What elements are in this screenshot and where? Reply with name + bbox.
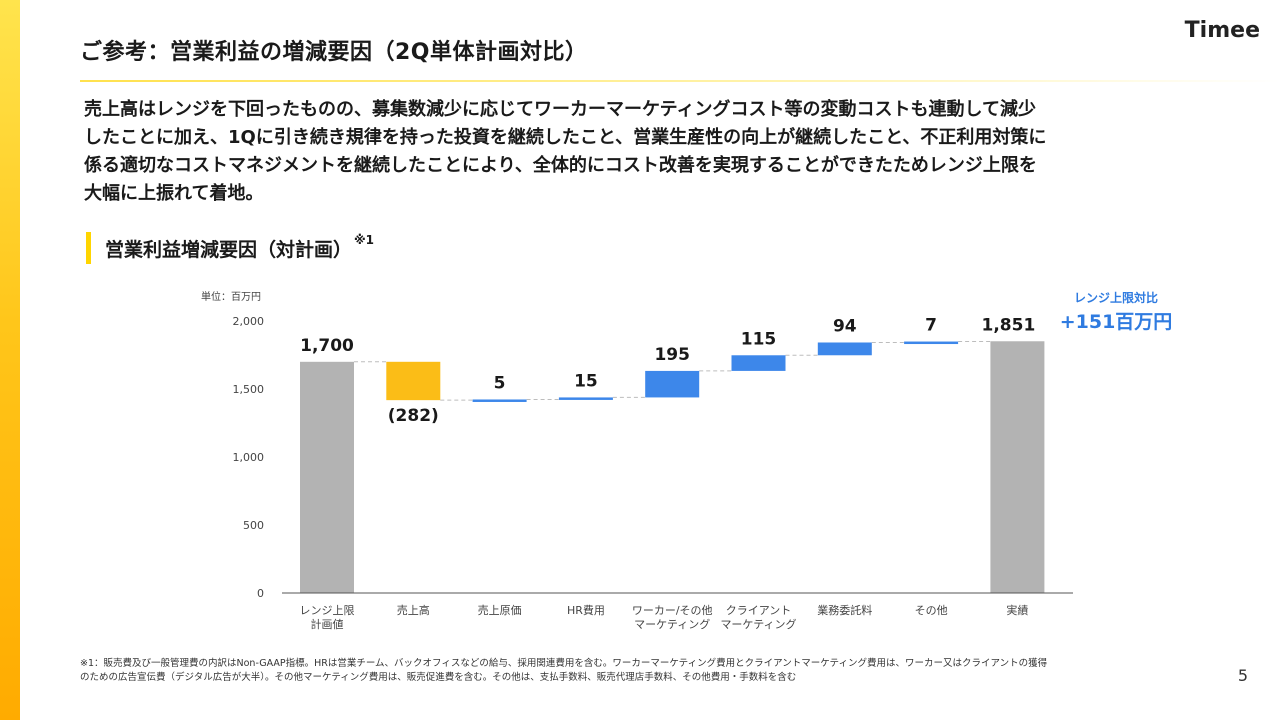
callout-value: +151百万円 — [1060, 311, 1173, 333]
y-tick-label: 500 — [243, 519, 264, 532]
x-category-label: その他 — [915, 604, 948, 617]
waterfall-bar-total — [300, 361, 354, 593]
summary-line-3: 係る適切なコストマネジメントを継続したことにより、全体的にコスト改善を実現するこ… — [84, 155, 1037, 176]
y-tick-label: 2,000 — [233, 315, 265, 328]
footnote-line-2: のための広告宣伝費（デジタル広告が大半）。その他マーケティング費用は、販売促進費… — [80, 672, 797, 683]
footnote: ※1：販売費及び一般管理費の内訳はNon-GAAP指標。HRは営業チーム、バック… — [80, 657, 1190, 685]
data-label: 115 — [741, 329, 777, 349]
waterfall-bar-increase — [645, 370, 700, 398]
x-category-label: ワーカー/その他 — [632, 604, 713, 617]
x-category-label: 実績 — [1006, 603, 1028, 617]
summary-line-4: 大幅に上振れて着地。 — [84, 183, 264, 204]
section-heading-text: 営業利益増減要因（対計画） — [105, 238, 353, 261]
section-heading-note: ※1 — [354, 233, 375, 247]
slide-title: ご参考：営業利益の増減要因（2Q単体計画対比） — [80, 40, 588, 65]
left-accent-bar — [0, 0, 20, 720]
data-label: 1,700 — [300, 336, 354, 356]
waterfall-bar-increase — [731, 355, 786, 371]
x-category-label: クライアント — [726, 604, 792, 617]
data-label: 1,851 — [982, 315, 1036, 335]
unit-label: 単位：百万円 — [201, 290, 261, 303]
y-tick-label: 1,500 — [233, 383, 265, 396]
y-tick-label: 1,000 — [233, 451, 265, 464]
section-accent-bar — [86, 232, 91, 264]
waterfall-bar-decrease — [386, 361, 441, 401]
x-category-label: 計画値 — [311, 617, 344, 631]
summary-text: 売上高はレンジを下回ったものの、募集数減少に応じてワーカーマーケティングコスト等… — [84, 96, 1234, 208]
x-category-label: レンジ上限 — [300, 604, 355, 617]
waterfall-bar-total — [990, 341, 1045, 593]
data-label: 195 — [654, 345, 690, 365]
data-label: (282) — [388, 406, 439, 426]
waterfall-bar-increase — [904, 341, 959, 345]
summary-line-2: したことに加え、1Qに引き続き規律を持った投資を継続したこと、営業生産性の向上が… — [84, 127, 1047, 148]
section-heading: 営業利益増減要因（対計画） ※1 — [86, 232, 374, 264]
x-category-label: 業務委託料 — [817, 603, 872, 617]
title-underline — [80, 80, 1280, 82]
y-tick-label: 0 — [257, 587, 264, 600]
footnote-line-1: ※1：販売費及び一般管理費の内訳はNon-GAAP指標。HRは営業チーム、バック… — [80, 658, 1048, 669]
data-label: 5 — [494, 373, 506, 393]
x-category-label: 売上原価 — [478, 604, 522, 617]
data-label: 7 — [925, 316, 937, 336]
data-label: 94 — [833, 316, 857, 336]
waterfall-bar-increase — [558, 397, 613, 400]
summary-line-1: 売上高はレンジを下回ったものの、募集数減少に応じてワーカーマーケティングコスト等… — [84, 99, 1037, 120]
x-category-label: 売上高 — [397, 603, 430, 617]
x-category-label: マーケティング — [634, 617, 710, 631]
page-number: 5 — [1237, 666, 1248, 685]
waterfall-bar-increase — [472, 399, 527, 402]
callout-label: レンジ上限対比 — [1074, 290, 1158, 305]
x-category-label: HR費用 — [567, 603, 605, 617]
waterfall-bar-increase — [817, 342, 872, 356]
x-category-label: マーケティング — [720, 617, 796, 631]
timee-logo: Timee — [1184, 18, 1260, 43]
data-label: 15 — [574, 371, 598, 391]
